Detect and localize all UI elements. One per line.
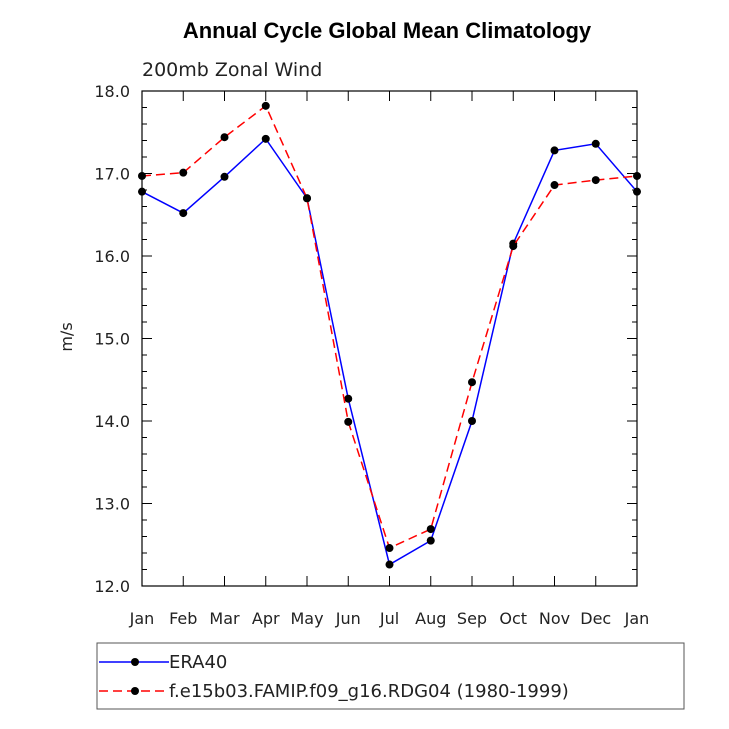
plot-area (141, 90, 638, 587)
data-point (220, 172, 229, 181)
legend-label: f.e15b03.FAMIP.f09_g16.RDG04 (1980-1999) (169, 681, 569, 702)
data-point (426, 536, 435, 545)
data-point (468, 378, 476, 387)
x-tick-label: Jun (335, 609, 361, 628)
data-point (261, 134, 270, 143)
chart-subtitle: 200mb Zonal Wind (142, 59, 322, 81)
axis-ticks (141, 90, 638, 587)
data-point (344, 394, 353, 403)
y-tick-label: 17.0 (94, 165, 130, 184)
x-tick-label: Nov (539, 609, 570, 628)
data-point (385, 544, 394, 553)
plot-frame (141, 90, 638, 587)
x-tick-label: Mar (209, 609, 240, 628)
y-tick-label: 13.0 (94, 495, 130, 514)
axis-tick-labels: Jan Feb Mar Apr May Jun Jul Aug Sep Oct Nov Dec Jan 1… (94, 82, 649, 628)
data-point (633, 171, 641, 180)
data-point (385, 560, 394, 569)
data-point (591, 176, 600, 185)
data-point (509, 242, 518, 251)
y-tick-label: 14.0 (94, 412, 130, 431)
x-tick-label: Oct (499, 609, 527, 628)
y-axis-label: m/s (57, 322, 76, 351)
x-tick-label: Jul (379, 609, 399, 628)
y-tick-label: 15.0 (94, 330, 130, 349)
data-point (220, 133, 229, 142)
data-point (261, 101, 270, 110)
x-tick-label: Sep (457, 609, 487, 628)
data-point (138, 187, 146, 196)
x-tick-label: Jan (624, 609, 650, 628)
series-line-1 (141, 137, 638, 566)
y-tick-label: 16.0 (94, 247, 130, 266)
legend-marker (131, 658, 139, 666)
legend-label: ERA40 (169, 652, 227, 673)
series-line-2 (141, 104, 638, 550)
data-point (550, 181, 559, 190)
data-point (138, 171, 146, 180)
data-point (468, 417, 476, 425)
x-tick-label: Dec (580, 609, 611, 628)
data-point (179, 168, 188, 177)
data-point (633, 187, 641, 196)
y-tick-label: 18.0 (94, 82, 130, 101)
data-point (591, 139, 600, 148)
data-point (179, 209, 188, 218)
legend: ERA40 f.e15b03.FAMIP.f09_g16.RDG04 (1980-… (96, 642, 685, 710)
x-tick-label: Jan (129, 609, 155, 628)
x-tick-label: Aug (415, 609, 446, 628)
chart-title: Annual Cycle Global Mean Climatology (183, 18, 592, 43)
series-lines (138, 101, 641, 569)
x-tick-label: May (290, 609, 323, 628)
data-point (426, 525, 435, 534)
data-point (344, 417, 353, 426)
data-point (550, 146, 559, 155)
legend-marker (131, 687, 139, 695)
data-point (303, 194, 311, 203)
legend-box (96, 642, 685, 710)
x-tick-label: Apr (252, 609, 280, 628)
y-tick-label: 12.0 (94, 577, 130, 596)
x-tick-label: Feb (169, 609, 197, 628)
